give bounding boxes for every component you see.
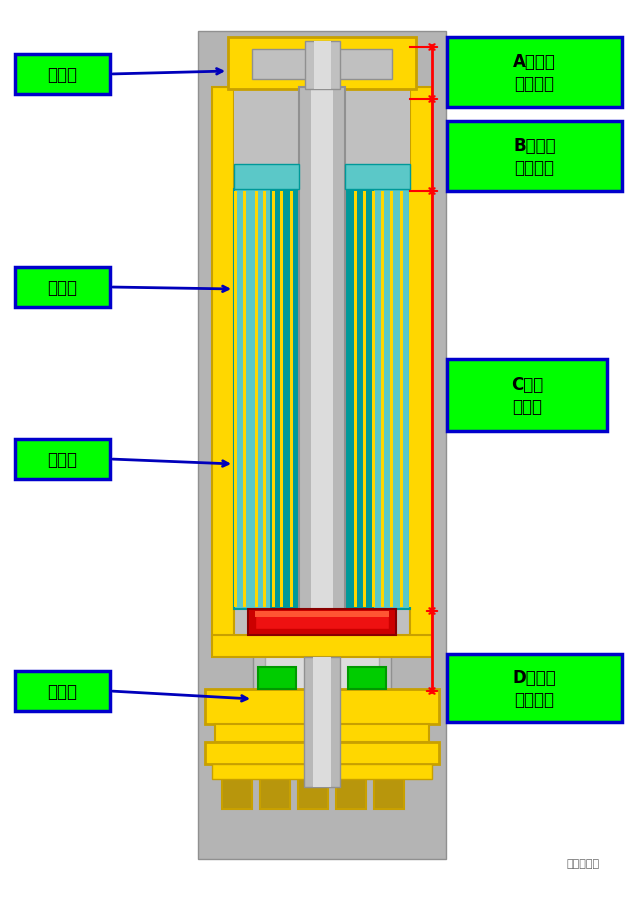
Bar [410,88,432,646]
Bar [390,191,393,608]
Bar [314,42,331,90]
Bar [336,764,366,809]
Bar [304,657,340,787]
Bar [15,267,110,308]
Bar [409,191,412,608]
Bar [354,191,357,608]
Bar [270,190,299,610]
Text: A吸嘴盖
配合尺寸: A吸嘴盖 配合尺寸 [513,53,556,93]
Text: 雾化套: 雾化套 [48,279,78,297]
Bar [345,190,410,610]
Bar [263,191,266,608]
Bar [205,742,439,764]
Bar [215,724,429,742]
Bar [258,667,296,689]
Bar [15,55,110,95]
Bar [234,165,299,190]
Bar [265,646,379,705]
Bar [252,50,392,79]
Text: D螺纹套
配合尺寸: D螺纹套 配合尺寸 [512,668,557,708]
Bar [345,165,410,190]
Text: 结构弹设计: 结构弹设计 [567,858,600,868]
Bar [260,764,290,809]
Bar [234,88,410,190]
Bar [447,359,607,432]
Bar [234,191,237,608]
Bar [381,191,384,608]
Bar [311,88,333,657]
Bar [205,689,439,724]
Bar [234,190,299,610]
Bar [212,88,234,646]
Bar [255,611,389,618]
Text: B棉和吸
嘴盖间隙: B棉和吸 嘴盖间隙 [513,136,556,177]
Text: 螺纹套: 螺纹套 [48,683,78,700]
Bar [447,655,622,722]
Text: 吸嘴盖: 吸嘴盖 [48,66,78,84]
Bar [298,764,328,809]
Bar [447,122,622,191]
Bar [290,191,293,608]
Bar [248,610,396,636]
Bar [255,611,389,629]
Bar [243,191,246,608]
Bar [372,191,375,608]
Bar [374,764,404,809]
Bar [447,38,622,107]
Bar [15,440,110,479]
Text: C储油
棉长度: C储油 棉长度 [511,376,543,415]
Bar [253,636,391,721]
Bar [299,88,345,657]
Bar [212,764,432,779]
Bar [228,38,416,90]
Bar [345,190,374,610]
Bar [305,42,340,90]
Bar [212,636,432,657]
Bar [222,764,252,809]
Bar [348,667,386,689]
Bar [255,191,258,608]
Bar [280,191,283,608]
Bar [15,671,110,712]
Text: 储油棉: 储油棉 [48,451,78,469]
Bar [400,191,403,608]
Bar [234,88,410,646]
Bar [363,191,366,608]
Bar [313,657,331,787]
Bar [198,32,446,859]
Bar [272,191,275,608]
